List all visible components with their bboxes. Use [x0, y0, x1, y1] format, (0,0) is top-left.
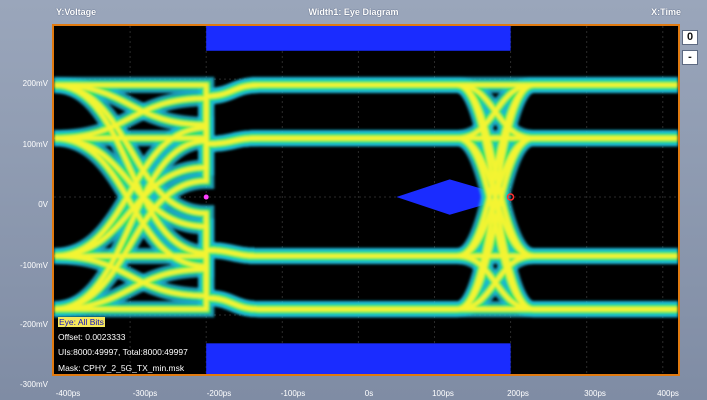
x-tick-label: -400ps — [55, 389, 81, 398]
eye-trace — [54, 295, 678, 312]
eye-bits-label: Eye: All Bits — [58, 317, 105, 327]
x-tick-label: 0s — [364, 389, 374, 398]
y-tick-label: -100mV — [19, 261, 48, 270]
mask-top — [206, 26, 511, 51]
y-tick-label: 100mV — [22, 140, 48, 149]
x-tick-label: 300ps — [584, 389, 606, 398]
mask-file-readout: Mask: CPHY_2_5G_TX_min.msk — [58, 363, 185, 373]
y-tick-label: -300mV — [19, 380, 48, 389]
eye-trace — [54, 136, 678, 312]
plot-title: Width1: Eye Diagram — [308, 7, 399, 17]
eye-diagram-canvas — [54, 26, 678, 374]
x-tick-label: 200ps — [507, 389, 529, 398]
zero-button[interactable]: 0 — [682, 30, 698, 45]
ui-count-readout: UIs:8000:49997, Total:8000:49997 — [58, 347, 188, 357]
x-tick-label: -200ps — [206, 389, 232, 398]
mask-center — [396, 179, 511, 215]
x-tick-label: 400ps — [657, 389, 679, 398]
y-tick-label: 200mV — [22, 79, 48, 88]
eye-trace — [54, 248, 678, 312]
mask-bottom — [206, 343, 511, 374]
x-tick-label: 100ps — [432, 389, 454, 398]
x-axis-label: X:Time — [651, 7, 681, 17]
offset-readout: Offset: 0.0023333 — [58, 332, 126, 342]
eye-diagram-plot: Eye: All Bits Offset: 0.0023333 UIs:8000… — [52, 24, 680, 376]
eye-trace — [54, 82, 678, 312]
y-tick-label: -200mV — [19, 320, 48, 329]
y-axis-label: Y:Voltage — [56, 7, 97, 17]
x-tick-label: -300ps — [132, 389, 158, 398]
crossing-marker — [506, 193, 515, 201]
y-tick-label: 0V — [38, 200, 48, 209]
x-tick-label: -100ps — [280, 389, 306, 398]
crossing-marker — [203, 194, 209, 200]
zoom-out-button[interactable]: - — [682, 50, 698, 65]
